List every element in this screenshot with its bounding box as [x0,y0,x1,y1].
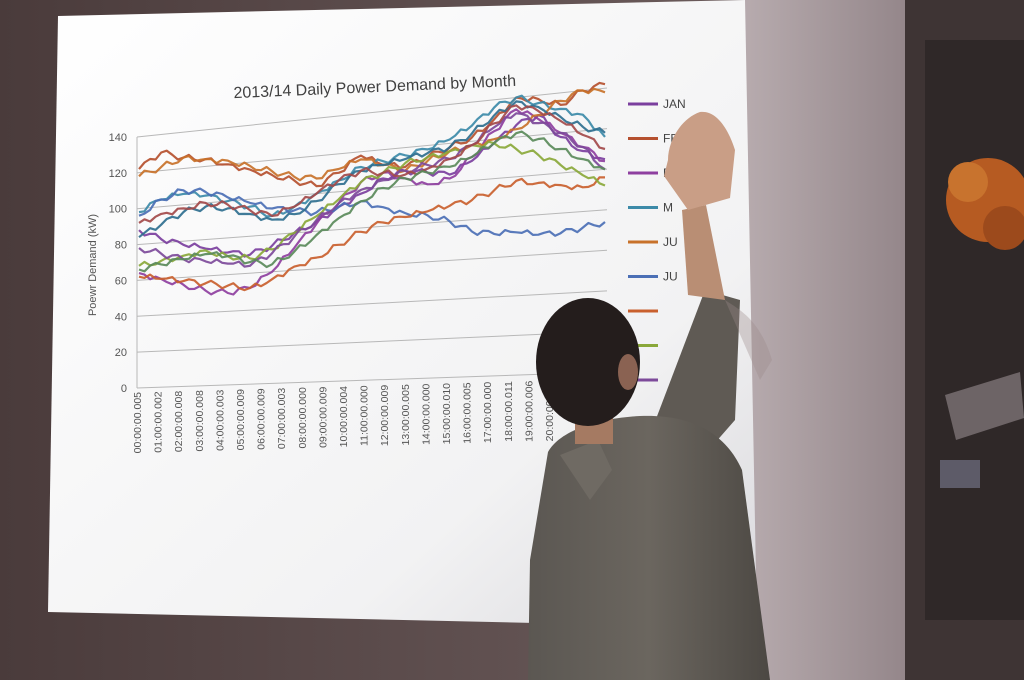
x-tick-label: 01:00:00.002 [153,391,165,452]
x-tick-label: 09:00:00.009 [317,386,329,447]
presenter-ear [618,354,638,390]
gridline [136,330,608,353]
wall-paper [945,372,1024,440]
x-tick-label: 10:00:00.004 [338,386,350,447]
x-tick-label: 05:00:00.009 [235,389,247,450]
y-tick-label: 120 [109,168,127,180]
presenter-hand [664,111,735,210]
x-tick-label: 15:00:00.010 [441,383,453,444]
series-line [138,104,606,224]
gridline [136,371,608,389]
x-tick-labels: 00:00:00.005 01:00:00.002 02:00:00.008 03:0… [132,380,556,453]
x-tick-label: 18:00:00.011 [503,381,515,442]
gridline [136,290,608,317]
series-line [138,176,606,292]
x-tick-label: 07:00:00.003 [276,388,288,449]
x-tick-label: 00:00:00.005 [132,392,144,453]
y-tick-label: 80 [115,240,127,252]
series-line [138,187,606,237]
series-lines [138,81,606,296]
series-line [138,112,606,268]
series-line [138,130,606,273]
presenter [528,111,772,680]
series-line [138,108,606,296]
presenter-forearm [682,205,725,300]
gridline [136,87,608,138]
y-tick-label: 100 [109,204,127,216]
legend-label: JU [663,235,678,249]
y-tick-label: 60 [115,275,127,287]
x-tick-label: 17:00:00.000 [482,382,494,443]
flower-petal [948,162,988,202]
y-tick-labels: 0 20 40 60 80 100 120 140 [109,132,127,395]
y-axis-label: Poewr Demand (kW) [87,214,99,316]
x-tick-label: 16:00:00.005 [462,382,474,443]
y-tick-label: 40 [115,311,127,323]
presenter-raised-arm [648,290,740,460]
x-tick-label: 02:00:00.008 [173,391,185,452]
arm-shadow [725,300,772,380]
x-tick-label: 13:00:00.005 [400,384,412,445]
x-tick-label: 08:00:00.000 [297,387,309,448]
legend-label: JAN [663,97,686,111]
x-tick-label: 11:00:00.000 [359,385,371,446]
presenter-head [536,298,640,426]
x-tick-label: 04:00:00.003 [214,389,226,450]
x-tick-label: 14:00:00.000 [420,383,432,444]
shirt-collar [560,440,612,500]
x-tick-label: 03:00:00.008 [194,390,206,451]
x-tick-label: 06:00:00.009 [256,388,268,449]
flower-petal [983,206,1024,250]
x-tick-label: 19:00:00.006 [523,380,535,441]
y-tick-label: 140 [109,132,127,144]
y-tick-label: 0 [121,383,127,395]
legend-label: M [663,201,673,215]
series-line [138,140,606,267]
wall-picture [940,460,980,488]
series-line [138,87,606,182]
gridlines [136,87,608,389]
gridline [136,249,608,281]
x-tick-label: 12:00:00.009 [379,385,391,446]
lit-wall [735,0,930,680]
legend-label: JU [663,270,678,284]
y-tick-label: 20 [115,347,127,359]
side-panel [925,40,1024,620]
